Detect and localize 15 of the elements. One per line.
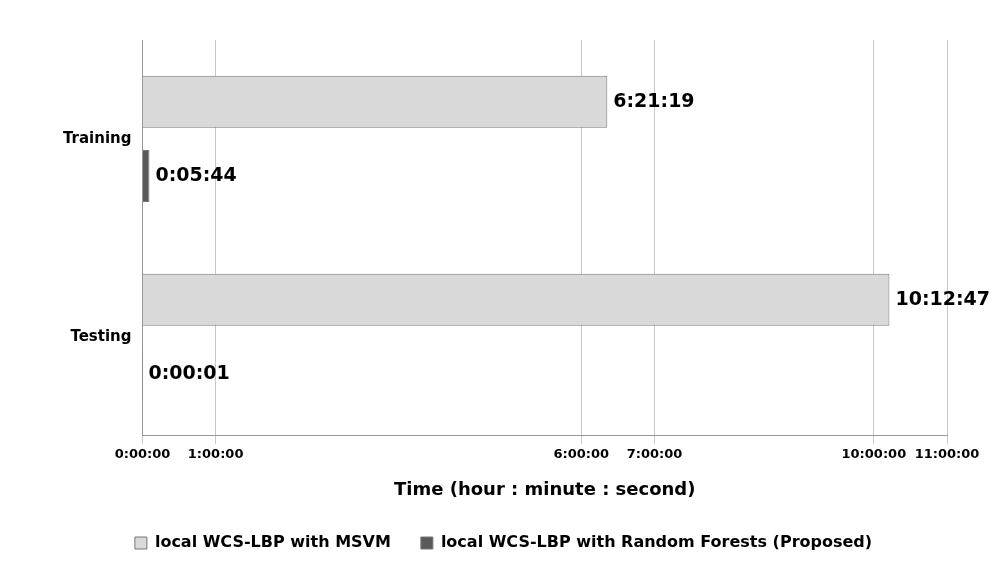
data-label: 10:12:47: [895, 286, 990, 309]
data-label: 0:00:01: [148, 360, 230, 383]
x-tick-label: 6:00:00: [553, 445, 610, 461]
legend-label: local WCS-LBP with MSVM: [154, 532, 391, 552]
x-tick-label: 7:00:00: [626, 445, 683, 461]
y-tick-label: Training: [63, 128, 132, 147]
x-axis-title: Time (hour : minute : second): [393, 477, 696, 499]
data-label: 0:05:44: [155, 162, 237, 185]
y-tick-label: Testing: [70, 326, 132, 345]
x-tick-label: 1:00:00: [187, 445, 244, 461]
x-tick-label: 0:00:00: [114, 445, 171, 461]
x-tick-label: 10:00:00: [841, 445, 907, 461]
data-label: 6:21:19: [613, 88, 695, 111]
x-tick-label: 11:00:00: [914, 445, 980, 461]
legend-label: local WCS-LBP with Random Forests (Proposed): [440, 532, 873, 552]
